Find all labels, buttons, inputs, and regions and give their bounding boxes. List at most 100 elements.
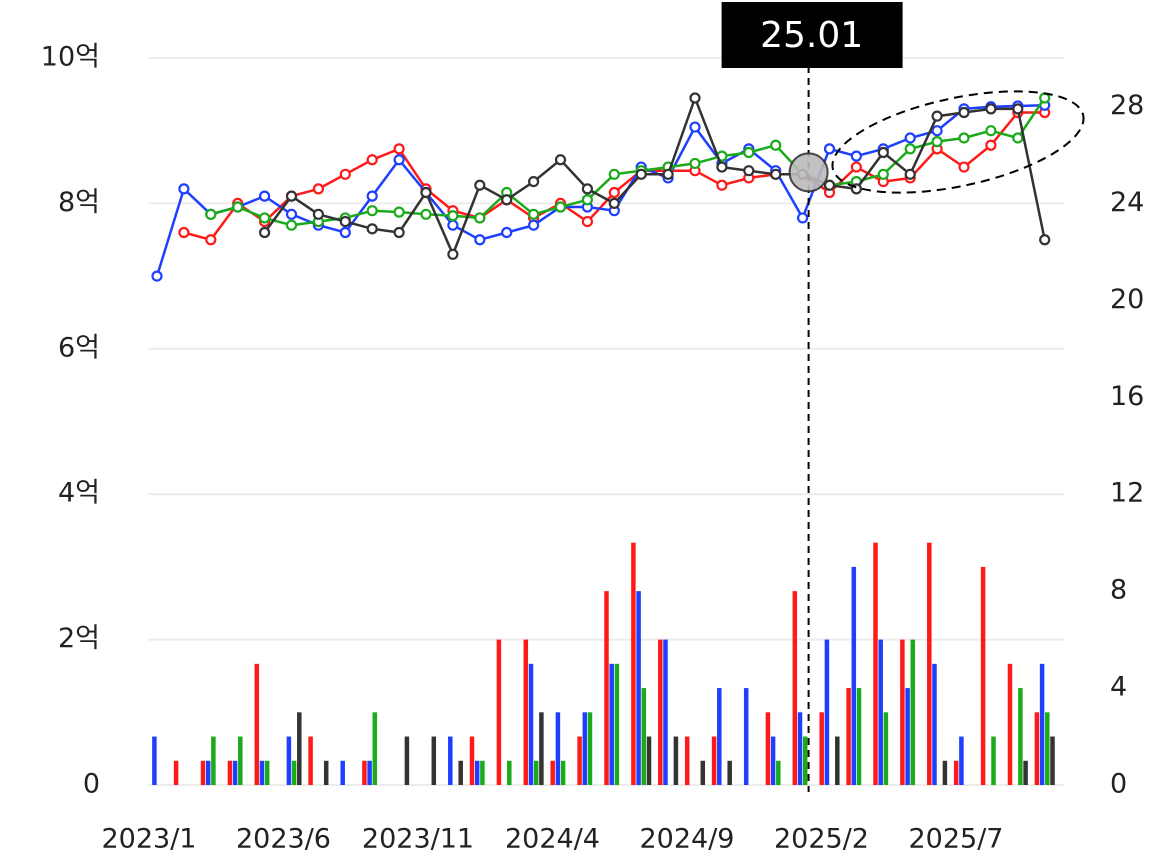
bar xyxy=(700,760,706,785)
bar xyxy=(900,639,905,785)
bar xyxy=(856,688,862,785)
line-point xyxy=(178,183,190,195)
bar xyxy=(1007,663,1013,785)
tooltip-box xyxy=(721,2,903,68)
line-point xyxy=(339,168,351,180)
bar xyxy=(835,736,840,785)
line-point xyxy=(366,205,378,217)
bar xyxy=(200,760,206,785)
bar xyxy=(711,736,717,785)
bar xyxy=(953,760,959,785)
bar xyxy=(932,663,937,785)
bar xyxy=(614,663,620,785)
line-point xyxy=(931,125,943,137)
line-point xyxy=(339,226,351,239)
highlight-ellipse xyxy=(831,90,1085,194)
bar xyxy=(819,712,824,785)
bar xyxy=(372,712,378,785)
line-point xyxy=(958,161,970,173)
bar xyxy=(560,760,566,785)
bar xyxy=(474,760,480,785)
bar xyxy=(507,760,512,785)
line-point xyxy=(151,270,163,282)
bar xyxy=(458,760,463,785)
bar xyxy=(259,760,265,785)
x-tick-label: 2025/7 xyxy=(909,824,1004,855)
bar xyxy=(663,639,668,785)
bar xyxy=(1018,688,1023,785)
line-point xyxy=(931,110,943,122)
bar xyxy=(480,760,485,785)
line-point xyxy=(527,208,540,220)
line-point xyxy=(796,212,809,224)
bar xyxy=(528,663,534,785)
bar xyxy=(959,736,964,785)
line-point xyxy=(743,165,755,177)
bar xyxy=(910,639,916,785)
line-point xyxy=(716,161,728,173)
line-point xyxy=(447,210,459,222)
bar xyxy=(658,639,663,785)
y-tick-label: 8억 xyxy=(58,187,100,218)
y-tick-label: 0 xyxy=(83,769,100,800)
line-point xyxy=(904,132,916,144)
line-point xyxy=(904,143,916,155)
bar xyxy=(404,736,410,785)
line-point xyxy=(554,201,567,213)
line-point xyxy=(689,157,701,170)
y2-tick-label: 16 xyxy=(1110,381,1144,412)
y2-tick-label: 8 xyxy=(1110,575,1127,606)
line-point xyxy=(608,186,620,199)
line-point xyxy=(635,168,647,180)
bar xyxy=(587,712,593,785)
bar xyxy=(980,566,986,785)
line-point xyxy=(823,179,836,191)
line-point xyxy=(770,139,782,151)
bar xyxy=(776,760,781,785)
bar xyxy=(905,688,910,785)
line-point xyxy=(420,186,432,199)
line-point xyxy=(958,106,970,119)
bar xyxy=(684,736,690,785)
line-point xyxy=(877,168,889,180)
line-point xyxy=(581,215,594,228)
line-point xyxy=(527,175,540,188)
line-point xyxy=(447,219,459,231)
bar xyxy=(927,542,932,785)
line-point xyxy=(178,226,190,239)
line-point xyxy=(259,190,271,202)
line-point xyxy=(285,190,298,202)
line-point xyxy=(205,208,217,220)
tooltip-text: 25.01 xyxy=(760,15,863,56)
bar xyxy=(743,688,749,785)
line-point xyxy=(312,183,324,195)
bar xyxy=(533,760,539,785)
y-tick-label: 4억 xyxy=(58,478,100,509)
line-point xyxy=(904,168,916,180)
bar xyxy=(727,760,732,785)
overlay-layer: 25.01 xyxy=(721,2,903,792)
line-point xyxy=(554,154,567,166)
bar xyxy=(238,736,243,785)
bar xyxy=(367,760,372,785)
y2-tick-label: 0 xyxy=(1110,769,1127,800)
line-point xyxy=(312,208,324,220)
bar xyxy=(286,736,292,785)
bar xyxy=(323,760,329,785)
line-point xyxy=(608,197,620,209)
bar xyxy=(550,760,555,785)
bar xyxy=(211,736,216,785)
bar xyxy=(340,760,345,785)
bar xyxy=(846,688,851,785)
line-point xyxy=(232,201,244,213)
line-point xyxy=(366,190,378,202)
x-tick-label: 2023/6 xyxy=(236,824,331,855)
bar xyxy=(232,760,238,785)
line-point xyxy=(501,194,513,206)
bar xyxy=(604,591,609,785)
bar xyxy=(254,663,260,785)
line-point xyxy=(527,219,540,231)
line-point xyxy=(850,150,863,162)
bar xyxy=(802,736,808,785)
bar xyxy=(797,712,803,785)
